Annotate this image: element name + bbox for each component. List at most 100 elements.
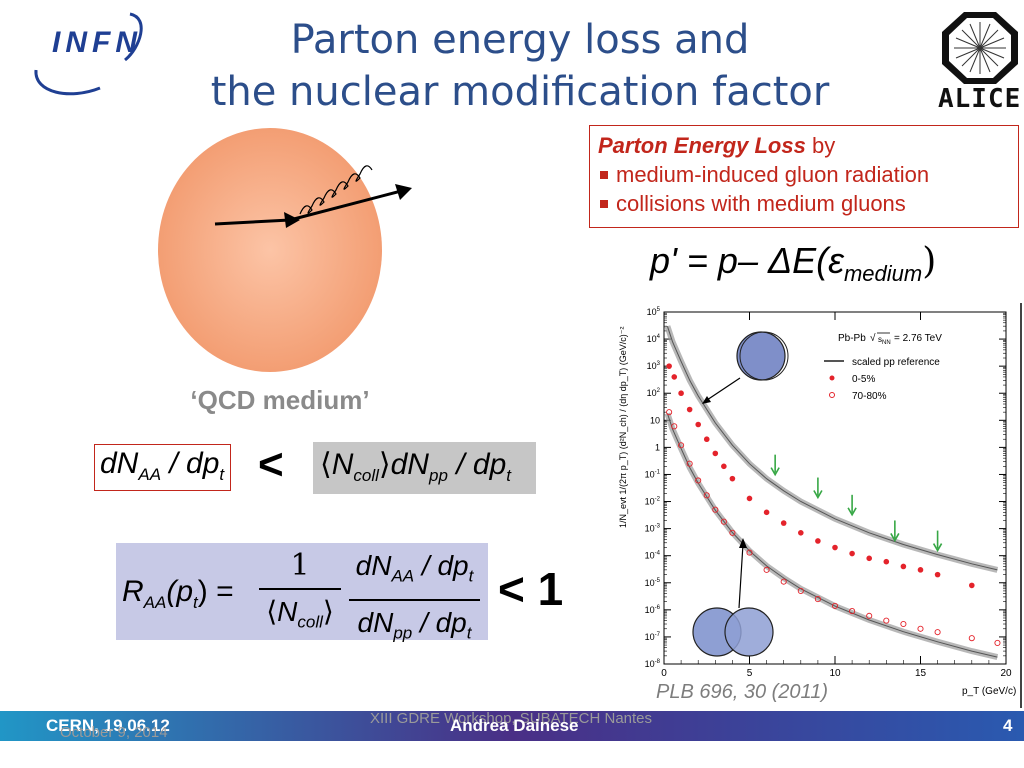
energy-loss-box: Parton Energy Loss by medium-induced glu… [589, 125, 1019, 228]
title-line-1: Parton energy loss and [290, 17, 750, 63]
data-point-peripheral [994, 639, 1001, 646]
dnpp-mid: / dp [447, 448, 507, 481]
dnpp-part: dN [390, 448, 429, 481]
y-tick-label: 10-2 [645, 497, 661, 507]
slide-title: Parton energy loss and the nuclear modif… [170, 14, 870, 118]
energy-loss-heading-text: Parton Energy Loss [598, 133, 806, 158]
data-point-peripheral [780, 578, 787, 585]
qcd-medium-label: ‘QCD medium’ [190, 385, 370, 415]
fraction-bar [259, 588, 341, 590]
x-axis-label: p_T (GeV/c) [962, 686, 1016, 697]
raa-one: 1 [290, 548, 310, 583]
data-point-peripheral [686, 460, 693, 467]
y-tick-label: 105 [647, 307, 661, 317]
infn-logo [30, 8, 170, 104]
raa-r: R [122, 575, 144, 608]
pp-reference-band-central [664, 325, 999, 573]
angle-close: ⟩ [322, 595, 334, 628]
footer-workshop: XIII GDRE Workshop, SUBATECH Nantes [369, 710, 653, 727]
data-point-peripheral [666, 409, 673, 416]
energy-label: = 2.76 TeV [894, 333, 942, 344]
fraction-bar [349, 598, 480, 601]
data-point-central [671, 374, 678, 380]
x-tick-label: 5 [747, 668, 753, 679]
data-point-central [703, 436, 710, 443]
y-axis-label: 1/N_evt 1/(2π p_T) (d²N_ch) / (dη dp_T) … [618, 326, 628, 528]
data-point-central [666, 363, 672, 369]
dnaa-sub2: t [468, 566, 474, 586]
data-point-peripheral [814, 596, 821, 603]
ncoll-part: N [331, 448, 354, 481]
suppression-arrowhead [932, 543, 943, 553]
raa-fraction-dn: dNAA / dpt dNpp / dpt [347, 546, 482, 642]
x-tick-label: 15 [915, 668, 927, 679]
chart-legend: Pb-Pb √ sNN = 2.76 TeV scaled pp referen… [824, 332, 942, 402]
data-point-peripheral [797, 587, 804, 594]
data-point-central [712, 450, 719, 457]
central-collision-icon [702, 331, 789, 404]
data-point-central [866, 555, 872, 562]
data-point-central [883, 558, 890, 565]
y-tick-label: 10-1 [645, 469, 661, 479]
y-tick-label: 10-4 [645, 551, 661, 561]
legend-peripheral: 70-80% [852, 391, 887, 402]
x-tick-label: 10 [829, 668, 841, 679]
y-tick-label: 102 [647, 388, 661, 398]
dnaa-sub: AA [391, 566, 415, 586]
dnaa-sub2: t [219, 465, 225, 484]
legend-pp-ref: scaled pp reference [852, 357, 940, 368]
dnpp-sub: pp [428, 466, 448, 485]
raa-arg: (p [166, 575, 194, 608]
peripheral-collision-icon [692, 538, 774, 657]
y-tick-label: 10-6 [645, 605, 661, 615]
data-point-peripheral [883, 617, 890, 624]
data-point-central [900, 563, 907, 570]
alice-logo [940, 10, 1020, 86]
dnaa-mid: / dp [414, 550, 469, 581]
y-tick-label: 10-7 [645, 632, 661, 642]
pp-reference-line-peripheral [666, 413, 998, 658]
equation-main: p' = p– ΔE(ε [650, 240, 844, 281]
data-point-peripheral [763, 566, 770, 573]
citation: PLB 696, 30 (2011) [656, 681, 828, 703]
data-point-central [969, 582, 975, 589]
alice-octagon-icon [942, 12, 1018, 84]
suppression-arrowhead [813, 490, 823, 500]
suppression-arrowhead [890, 533, 900, 543]
dnaa-part: dN [100, 447, 139, 480]
data-point-central [849, 550, 855, 557]
legend-central: 0-5% [852, 374, 875, 385]
dnpp-mid: / dp [412, 606, 467, 638]
data-point-peripheral [900, 620, 907, 628]
page-number: 4 [1003, 716, 1013, 735]
infn-logo-text: INFN [52, 26, 142, 59]
legend-marker-central [829, 375, 835, 381]
spectra-figure: 105 104 103 102 10 1 10-1 10-2 10-3 10-4 10-5 10-6 1… [612, 298, 1022, 702]
energy-loss-item-text: collisions with medium gluons [616, 191, 906, 216]
data-point-central [832, 544, 838, 551]
y-tick-label: 10-5 [645, 578, 661, 588]
bullet-icon [600, 199, 608, 208]
data-point-central [721, 463, 727, 470]
qcd-medium-blob [158, 128, 412, 372]
y-tick-label: 104 [647, 334, 661, 344]
data-point-peripheral [746, 549, 753, 556]
data-point-central [780, 520, 787, 526]
energy-loss-item: collisions with medium gluons [598, 189, 1010, 218]
figure-border-line [1020, 303, 1022, 708]
suppression-arrowhead [847, 507, 857, 517]
energy-loss-item-text: medium-induced gluon radiation [616, 162, 930, 187]
y-tick-label: 10-8 [645, 659, 661, 669]
energy-loss-equation: p' = p– ΔE(εmedium) [650, 240, 936, 287]
raa-arg-end: ) = [197, 575, 234, 608]
equation-end: ) [922, 241, 937, 282]
dnaa-mid: / dp [161, 447, 220, 480]
raa-dnpp: dNpp / dpt [347, 603, 482, 654]
infn-swoosh-icon [34, 12, 143, 96]
angle-open: ⟨ [266, 595, 278, 628]
angle-close: ⟩ [378, 447, 391, 482]
y-tick-label: 10-3 [645, 524, 661, 534]
suppression-arrowhead [770, 467, 780, 477]
data-point-central [686, 406, 693, 413]
dnpp-sub2: t [506, 466, 512, 485]
